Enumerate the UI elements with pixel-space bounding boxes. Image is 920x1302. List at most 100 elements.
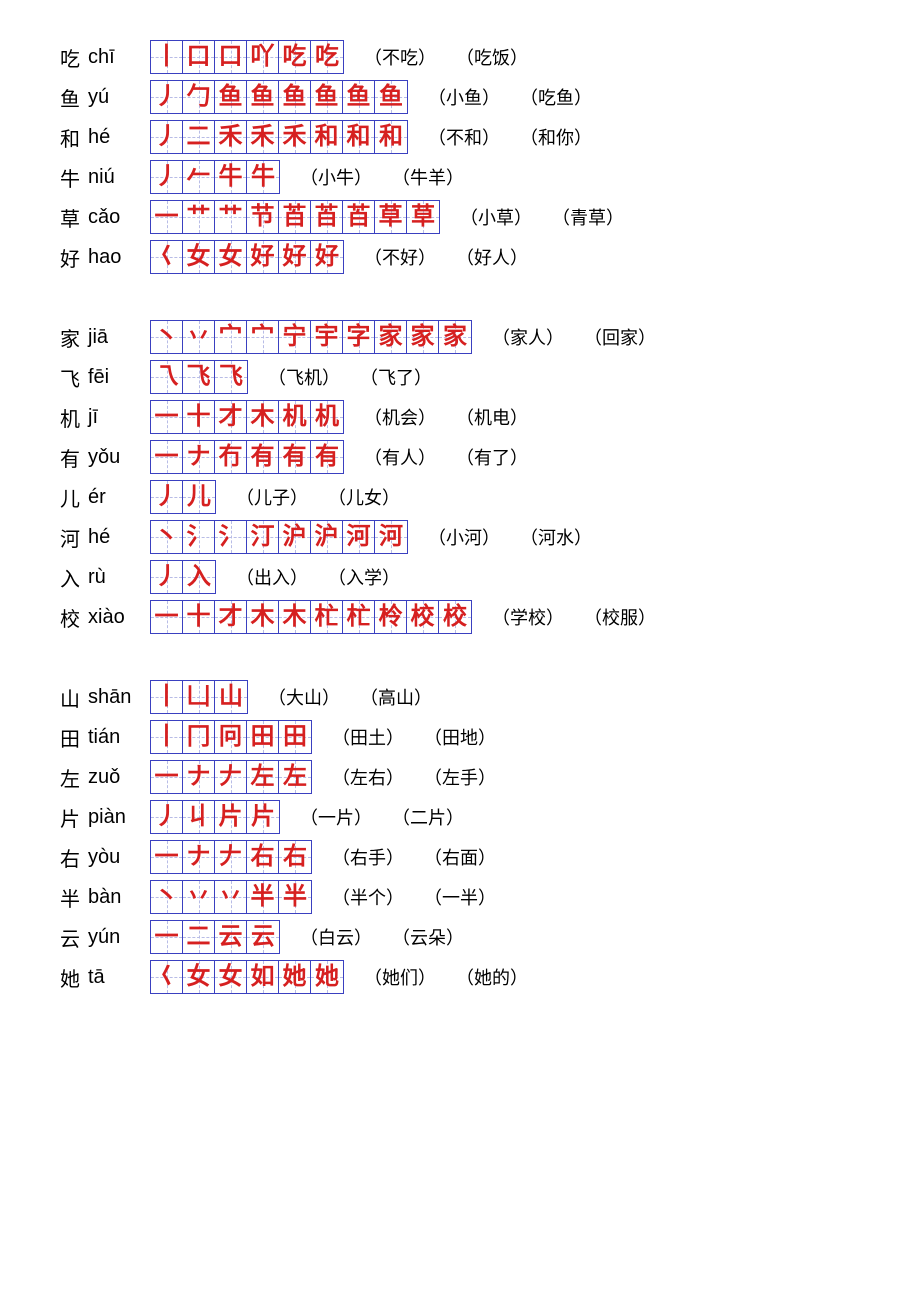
stroke-order-grid: 丨口口吖吃吃 [150,40,344,74]
compound-words: （右手）（右面） [332,844,496,870]
compound-word: （吃饭） [456,44,528,70]
character-entry: 左zuǒ一ナ𠂇左左（左右）（左手） [60,760,860,794]
compound-word: （青草） [552,204,624,230]
compound-word: （有人） [364,444,436,470]
stroke-glyph: 木 [251,405,275,429]
stroke-cell: 沪 [279,521,311,553]
stroke-cell: 和 [311,121,343,153]
compound-words: （田土）（田地） [332,724,496,750]
stroke-cell: 冋 [215,721,247,753]
stroke-glyph: 校 [443,605,467,629]
stroke-glyph: 牛 [251,165,275,189]
stroke-order-grid: 一十才木机机 [150,400,344,434]
stroke-order-grid: 丿儿 [150,480,216,514]
stroke-glyph: 十 [187,605,211,629]
stroke-cell: 字 [343,321,375,353]
stroke-glyph: 右 [251,845,275,869]
section-gap [60,640,860,680]
stroke-glyph: 丷 [187,325,211,349]
stroke-cell: 吃 [311,41,343,73]
stroke-cell: 二 [183,921,215,953]
stroke-cell: 氵 [215,521,247,553]
compound-words: （左右）（左手） [332,764,496,790]
stroke-glyph: 宁 [283,325,307,349]
compound-word: （校服） [584,604,656,630]
character: 校 [60,603,84,632]
stroke-cell: 宀 [215,321,247,353]
stroke-glyph: 节 [251,205,275,229]
compound-words: （一片）（二片） [300,804,464,830]
stroke-glyph: 女 [219,965,243,989]
stroke-glyph: 𡿨 [155,965,179,989]
stroke-order-grid: 一艹艹节苩苩苩草草 [150,200,440,234]
stroke-glyph: 有 [315,445,339,469]
character: 飞 [60,363,84,392]
compound-words: （飞机）（飞了） [268,364,432,390]
stroke-order-grid: 丨冂冋田田 [150,720,312,754]
stroke-cell: 草 [407,201,439,233]
stroke-order-grid: 一ナ𠂇左左 [150,760,312,794]
stroke-cell: 节 [247,201,279,233]
stroke-cell: 有 [311,441,343,473]
stroke-glyph: 艹 [219,205,243,229]
character: 家 [60,323,84,352]
stroke-glyph: 乁 [155,365,179,389]
compound-words: （儿子）（儿女） [236,484,400,510]
character: 河 [60,523,84,552]
character: 鱼 [60,83,84,112]
stroke-cell: 好 [279,241,311,273]
stroke-glyph: 吃 [315,45,339,69]
stroke-cell: 鱼 [215,81,247,113]
stroke-cell: 草 [375,201,407,233]
stroke-cell: 女 [215,961,247,993]
stroke-order-grid: 丿丩片片 [150,800,280,834]
pinyin: chī [88,46,138,69]
stroke-cell: 好 [247,241,279,273]
stroke-cell: 丿 [151,801,183,833]
stroke-glyph: 冋 [219,725,243,749]
stroke-cell: 飞 [215,361,247,393]
character-entry: 有yǒu一ナ冇有有有（有人）（有了） [60,440,860,474]
stroke-cell: 丿 [151,161,183,193]
stroke-cell: 柃 [375,601,407,633]
stroke-glyph: 她 [283,965,307,989]
stroke-glyph: 丷 [219,885,243,909]
stroke-glyph: 口 [219,45,243,69]
pinyin: yòu [88,846,138,869]
compound-word: （一半） [424,884,496,910]
compound-words: （学校）（校服） [492,604,656,630]
compound-word: （牛羊） [392,164,464,190]
pinyin: jiā [88,326,138,349]
stroke-glyph: 右 [283,845,307,869]
character: 入 [60,563,84,592]
stroke-cell: 宇 [311,321,343,353]
stroke-glyph: 汀 [251,525,275,549]
stroke-glyph: 苩 [283,205,307,229]
stroke-cell: 一 [151,841,183,873]
compound-word: （飞了） [360,364,432,390]
compound-word: （儿子） [236,484,308,510]
stroke-order-grid: 丶丷宀宀宁宇字家家家 [150,320,472,354]
stroke-glyph: 丩 [187,805,211,829]
stroke-glyph: 如 [251,965,275,989]
stroke-glyph: 沪 [315,525,339,549]
stroke-glyph: 鱼 [251,85,275,109]
compound-words: （出入）（入学） [236,564,400,590]
pinyin: cǎo [88,206,138,229]
stroke-order-grid: 丿勹鱼鱼鱼鱼鱼鱼 [150,80,408,114]
stroke-cell: 吖 [247,41,279,73]
stroke-glyph: 𠂇 [219,765,243,789]
stroke-order-grid: 丨凵山 [150,680,248,714]
compound-word: （左手） [424,764,496,790]
stroke-glyph: 女 [187,965,211,989]
stroke-glyph: 有 [251,445,275,469]
stroke-cell: 勹 [183,81,215,113]
character-entry: 儿ér丿儿（儿子）（儿女） [60,480,860,514]
character: 左 [60,763,84,792]
stroke-glyph: 𠂉 [187,165,211,189]
stroke-glyph: 丿 [155,165,179,189]
stroke-cell: 𠂇 [215,761,247,793]
stroke-cell: 木 [247,401,279,433]
character: 右 [60,843,84,872]
stroke-cell: 丶 [151,321,183,353]
